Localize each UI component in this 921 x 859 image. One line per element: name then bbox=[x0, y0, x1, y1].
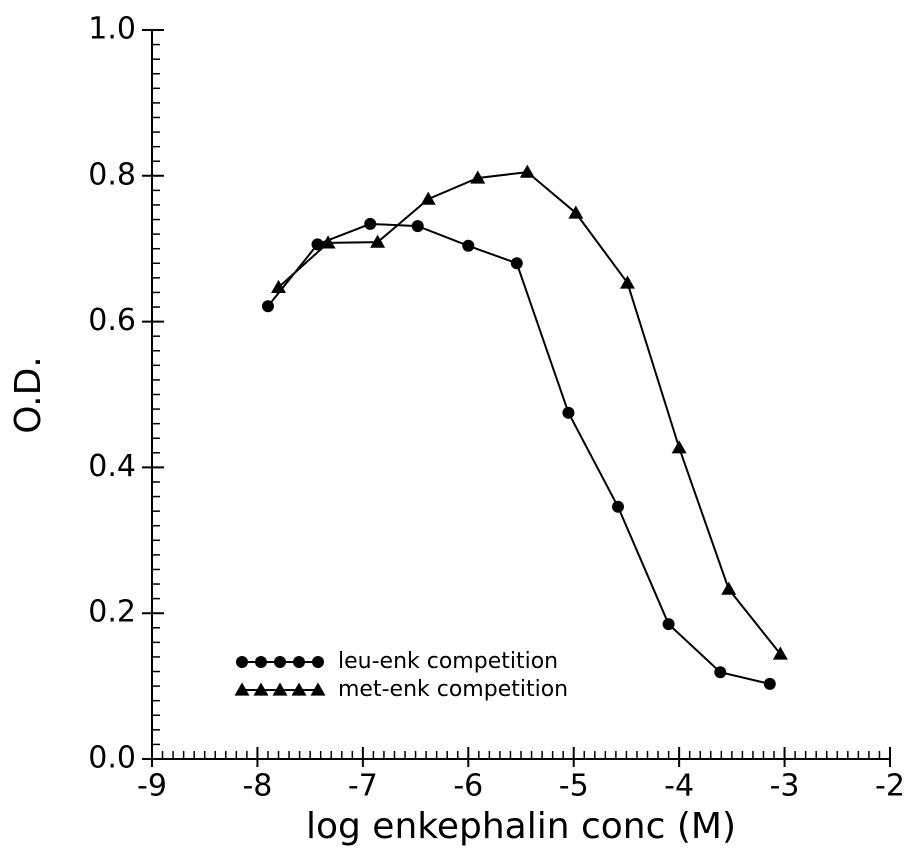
y-tick-label: 0.8 bbox=[88, 157, 136, 192]
data-point bbox=[462, 239, 475, 252]
legend-marker bbox=[253, 682, 269, 696]
data-point bbox=[562, 406, 575, 419]
data-point bbox=[510, 257, 523, 270]
y-tick-label: 0.2 bbox=[88, 595, 136, 630]
data-point bbox=[671, 440, 687, 454]
data-point bbox=[714, 666, 727, 679]
x-tick-label: -6 bbox=[453, 769, 483, 804]
legend-label: leu-enk competition bbox=[338, 649, 558, 674]
legend-label: met-enk competition bbox=[338, 677, 568, 702]
y-tick-label: 0.0 bbox=[88, 741, 136, 776]
legend-marker bbox=[293, 656, 305, 668]
series-line bbox=[267, 222, 771, 685]
x-axis-label: log enkephalin conc (M) bbox=[306, 806, 736, 847]
x-tick-label: -2 bbox=[875, 769, 905, 804]
x-tick-label: -8 bbox=[242, 769, 272, 804]
legend-marker bbox=[272, 682, 288, 696]
legend-marker bbox=[310, 682, 326, 696]
data-point bbox=[662, 618, 675, 631]
data-point bbox=[470, 170, 486, 184]
data-point bbox=[311, 238, 324, 251]
data-point bbox=[420, 191, 436, 205]
y-tick-label: 0.4 bbox=[88, 449, 136, 484]
data-point bbox=[370, 234, 386, 248]
data-point bbox=[611, 500, 624, 513]
legend-marker bbox=[234, 682, 250, 696]
data-point bbox=[364, 217, 377, 230]
data-point bbox=[519, 164, 535, 178]
y-tick-label: 0.6 bbox=[88, 303, 136, 338]
x-tick-label: -9 bbox=[137, 769, 167, 804]
legend-marker bbox=[291, 682, 307, 696]
legend-marker bbox=[312, 656, 324, 668]
data-point bbox=[568, 205, 584, 219]
data-point bbox=[772, 646, 788, 660]
data-point bbox=[763, 677, 776, 690]
legend-marker bbox=[255, 656, 267, 668]
x-tick-label: -4 bbox=[664, 769, 694, 804]
data-point bbox=[721, 581, 737, 595]
data-point bbox=[271, 279, 287, 293]
x-tick-label: -5 bbox=[559, 769, 589, 804]
legend-marker bbox=[236, 656, 248, 668]
data-point bbox=[619, 275, 635, 289]
y-tick-label: 1.0 bbox=[88, 12, 136, 47]
data-point bbox=[320, 235, 336, 249]
x-tick-label: -3 bbox=[770, 769, 800, 804]
x-tick-label: -7 bbox=[348, 769, 378, 804]
y-axis-label: O.D. bbox=[8, 356, 49, 433]
legend-marker bbox=[274, 656, 286, 668]
data-point bbox=[411, 220, 424, 233]
series-line bbox=[277, 171, 782, 655]
data-point bbox=[261, 300, 274, 313]
